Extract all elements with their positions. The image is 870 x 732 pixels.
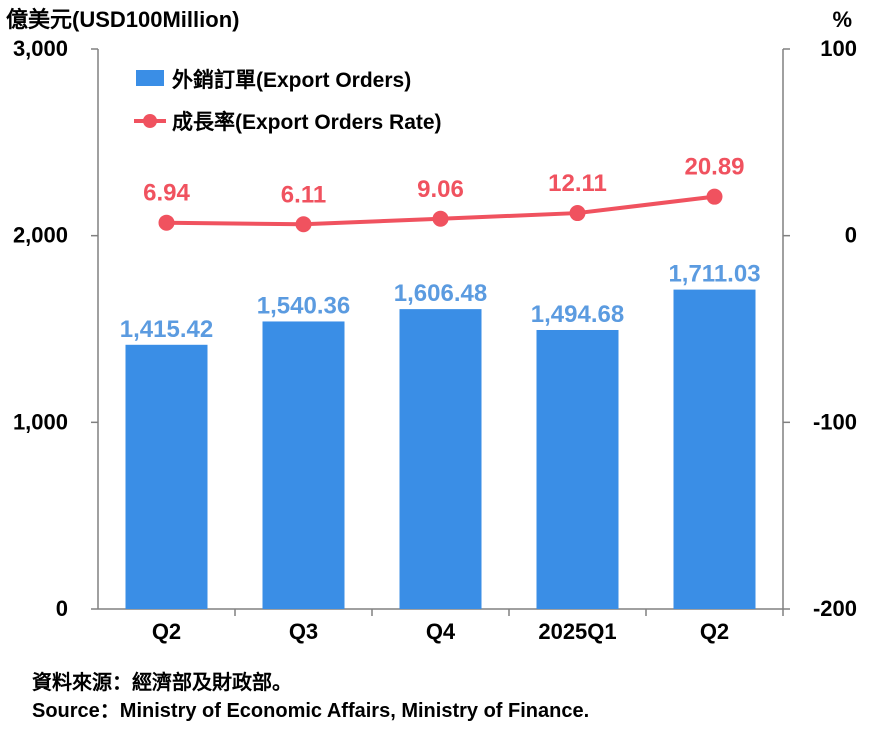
legend-bar-label: 外銷訂單(Export Orders) [172,68,411,92]
right-axis-title: % [832,7,852,32]
bar-data-label: 1,711.03 [668,261,760,288]
bar [399,309,482,609]
line-point [432,210,449,227]
bar [262,321,345,609]
line-point [158,214,175,231]
left-axis-title: 億美元(USD100Million) [6,7,239,32]
legend-line-label: 成長率(Export Orders Rate) [172,110,442,134]
bar-data-label: 1,494.68 [531,301,624,328]
bar-data-label: 1,540.36 [257,292,350,319]
bar [125,344,208,609]
line-series: 6.94 6.11 9.06 12.11 20.89 [143,154,745,233]
line-data-label: 20.89 [684,154,744,181]
line-data-label: 12.11 [548,170,607,197]
combo-chart: 億美元(USD100Million) % 0 1,000 2,000 3,000 -20… [6,7,857,644]
source-note-en: Source：Ministry of Economic Affairs, Min… [32,700,590,722]
legend: 外銷訂單(Export Orders) 成長率(Export Orders Ra… [134,68,442,134]
line-data-label: 6.11 [281,181,326,208]
legend-line-marker [143,114,157,128]
x-tick-label: Q2 [152,619,181,644]
line-point [706,188,723,205]
right-tick-label: -100 [813,409,857,434]
left-tick-label: 0 [56,596,68,621]
x-tick-label: Q4 [426,619,456,644]
bar-data-label: 1,606.48 [394,280,487,307]
bar [673,289,756,609]
left-tick-label: 3,000 [13,36,68,61]
left-tick-label: 1,000 [13,409,68,434]
legend-bar-swatch [136,70,164,86]
bar-series: 1,415.42 1,540.36 1,606.48 1,494.68 1,711.03 [120,261,761,609]
left-tick-label: 2,000 [13,223,68,248]
x-tick-label: 2025Q1 [538,619,616,644]
line-point [295,216,312,233]
bar [536,329,619,609]
axes: 0 1,000 2,000 3,000 -200 -100 0 100 Q2 Q3 Q4 2025Q1… [13,36,857,644]
line-data-label: 6.94 [143,180,190,207]
bar-data-label: 1,415.42 [120,316,213,343]
x-tick-label: Q3 [289,619,318,644]
line-point [569,205,586,222]
right-tick-label: 0 [845,223,857,248]
right-tick-label: -200 [813,596,857,621]
right-tick-label: 100 [820,36,857,61]
source-note-zh: 資料來源：經濟部及財政部。 [32,672,292,694]
line-data-label: 9.06 [417,176,464,203]
x-tick-label: Q2 [700,619,729,644]
